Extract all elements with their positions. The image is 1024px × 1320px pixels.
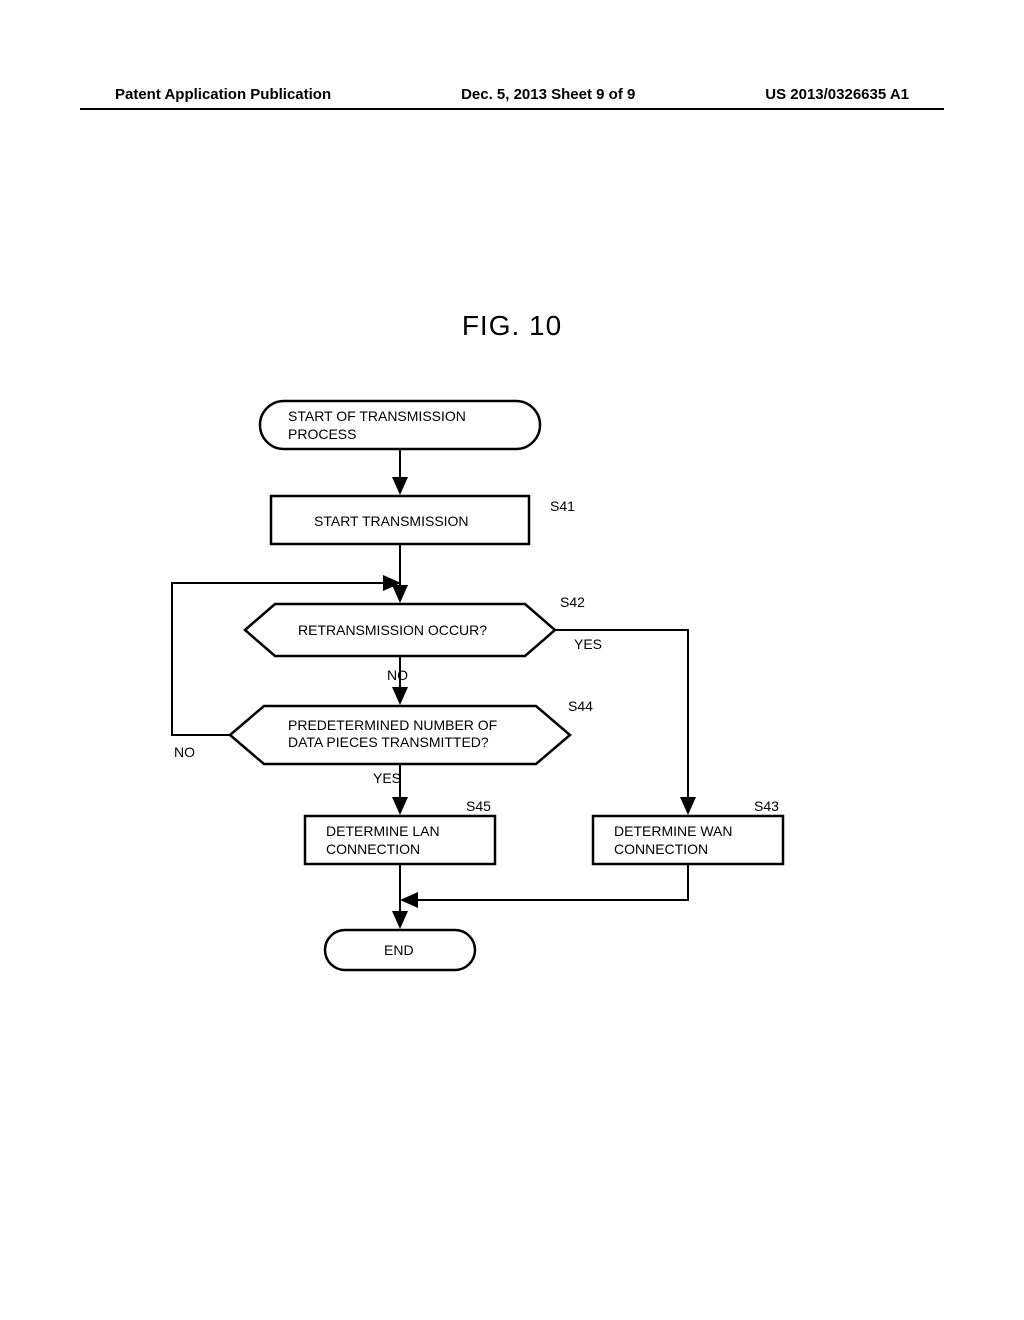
- label-s41: S41: [550, 498, 575, 514]
- label-s44: S44: [568, 698, 593, 714]
- figure-title: FIG. 10: [0, 310, 1024, 342]
- node-s41-text: START TRANSMISSION: [314, 513, 469, 529]
- node-end: END: [325, 930, 475, 970]
- edge-label-s42-yes: YES: [574, 636, 602, 652]
- edge-s43-end: [402, 864, 688, 900]
- node-s44-text2: DATA PIECES TRANSMITTED?: [288, 734, 489, 750]
- label-s42: S42: [560, 594, 585, 610]
- header-left: Patent Application Publication: [115, 86, 331, 103]
- node-s43-text1: DETERMINE WAN: [614, 823, 732, 839]
- node-end-text: END: [384, 942, 414, 958]
- edge-s42-s43: [555, 630, 688, 813]
- label-s43: S43: [754, 798, 779, 814]
- node-s42-text: RETRANSMISSION OCCUR?: [298, 622, 487, 638]
- node-s45-text2: CONNECTION: [326, 841, 420, 857]
- node-s44: PREDETERMINED NUMBER OF DATA PIECES TRAN…: [230, 698, 593, 764]
- header-center: Dec. 5, 2013 Sheet 9 of 9: [461, 86, 635, 103]
- page-header: Patent Application Publication Dec. 5, 2…: [0, 86, 1024, 103]
- edge-label-s42-no: NO: [387, 667, 408, 683]
- header-right: US 2013/0326635 A1: [765, 86, 909, 103]
- header-rule: [80, 108, 944, 110]
- node-s41: START TRANSMISSION S41: [271, 496, 575, 544]
- node-s42: RETRANSMISSION OCCUR? S42: [245, 594, 585, 656]
- node-start-text1: START OF TRANSMISSION: [288, 408, 466, 424]
- edge-label-s44-yes: YES: [373, 770, 401, 786]
- flowchart: START OF TRANSMISSION PROCESS START TRAN…: [140, 395, 880, 1005]
- edge-label-s44-no: NO: [174, 744, 195, 760]
- node-start-text2: PROCESS: [288, 426, 356, 442]
- page: Patent Application Publication Dec. 5, 2…: [0, 0, 1024, 1320]
- label-s45: S45: [466, 798, 491, 814]
- node-s44-text1: PREDETERMINED NUMBER OF: [288, 717, 497, 733]
- node-s43-text2: CONNECTION: [614, 841, 708, 857]
- node-start: START OF TRANSMISSION PROCESS: [260, 401, 540, 449]
- node-s45-text1: DETERMINE LAN: [326, 823, 440, 839]
